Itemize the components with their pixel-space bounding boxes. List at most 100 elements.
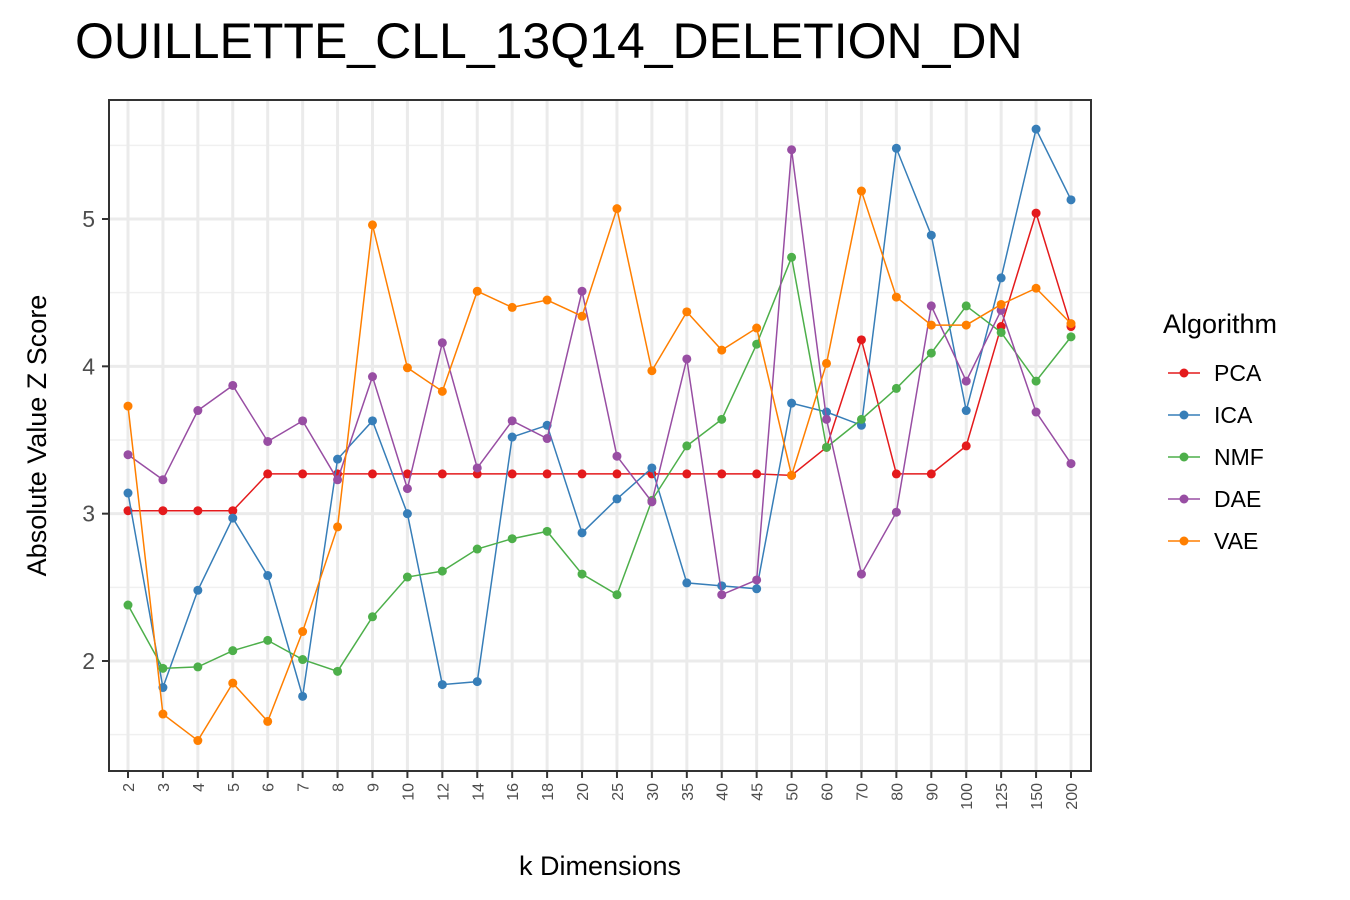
data-point-nmf bbox=[228, 646, 238, 656]
legend-label: ICA bbox=[1214, 402, 1253, 428]
legend-item-nmf: NMF bbox=[1168, 444, 1264, 470]
legend-label: NMF bbox=[1214, 444, 1264, 470]
data-point-vae bbox=[542, 295, 552, 305]
data-point-pca bbox=[507, 469, 517, 479]
data-point-ica bbox=[787, 398, 797, 408]
legend-item-vae: VAE bbox=[1168, 528, 1258, 554]
data-point-nmf bbox=[542, 526, 552, 536]
data-point-vae bbox=[437, 386, 447, 396]
x-tick-label: 200 bbox=[1064, 783, 1081, 810]
data-point-dae bbox=[263, 436, 273, 446]
x-tick-label: 45 bbox=[750, 783, 767, 801]
data-point-nmf bbox=[856, 414, 866, 424]
data-point-vae bbox=[822, 358, 832, 368]
data-point-dae bbox=[612, 451, 622, 461]
panel-background bbox=[109, 100, 1091, 771]
data-point-pca bbox=[263, 469, 273, 479]
data-point-ica bbox=[193, 585, 203, 595]
legend-label: VAE bbox=[1214, 528, 1258, 554]
x-tick-label: 2 bbox=[121, 783, 138, 792]
data-point-vae bbox=[507, 302, 517, 312]
x-tick-label: 70 bbox=[854, 783, 871, 801]
data-point-pca bbox=[926, 469, 936, 479]
x-axis-label: k Dimensions bbox=[519, 851, 681, 881]
data-point-vae bbox=[1031, 283, 1041, 293]
x-tick-label: 35 bbox=[680, 783, 697, 801]
x-tick-label: 14 bbox=[470, 783, 487, 801]
data-point-vae bbox=[1066, 319, 1076, 329]
data-point-dae bbox=[507, 416, 517, 426]
data-point-ica bbox=[577, 528, 587, 538]
data-point-nmf bbox=[1031, 376, 1041, 386]
x-tick-label: 50 bbox=[785, 783, 802, 801]
data-point-pca bbox=[437, 469, 447, 479]
data-point-ica bbox=[263, 571, 273, 581]
data-point-nmf bbox=[367, 612, 377, 622]
series-line-ica bbox=[127, 126, 1072, 697]
legend-key-point bbox=[1179, 368, 1189, 378]
data-point-vae bbox=[682, 307, 692, 317]
data-point-ica bbox=[228, 513, 238, 523]
data-point-pca bbox=[228, 506, 238, 516]
data-point-pca bbox=[891, 469, 901, 479]
x-tick-label: 9 bbox=[365, 783, 382, 792]
data-point-vae bbox=[961, 320, 971, 330]
data-point-ica bbox=[891, 143, 901, 153]
data-point-dae bbox=[437, 338, 447, 348]
data-point-vae bbox=[123, 401, 133, 411]
data-point-nmf bbox=[193, 662, 203, 672]
data-point-vae bbox=[263, 716, 273, 726]
data-point-vae bbox=[472, 286, 482, 296]
x-tick-label: 7 bbox=[296, 783, 313, 792]
data-point-nmf bbox=[787, 252, 797, 262]
x-tick-label: 60 bbox=[820, 783, 837, 801]
data-point-dae bbox=[752, 575, 762, 585]
data-point-ica bbox=[717, 581, 727, 591]
x-tick-label: 30 bbox=[645, 783, 662, 801]
series-dae bbox=[123, 145, 1076, 600]
data-point-ica bbox=[1031, 124, 1041, 134]
series-layer bbox=[123, 124, 1076, 746]
data-point-vae bbox=[333, 522, 343, 532]
legend: Algorithm PCA ICA NMF DAE VAE bbox=[1163, 309, 1277, 554]
data-point-nmf bbox=[682, 441, 692, 451]
grid bbox=[109, 100, 1091, 771]
data-point-pca bbox=[367, 469, 377, 479]
legend-key-point bbox=[1179, 536, 1189, 546]
series-line-pca bbox=[128, 210, 1072, 512]
data-point-vae bbox=[228, 678, 238, 688]
data-point-dae bbox=[1031, 407, 1041, 417]
x-tick-label: 8 bbox=[331, 783, 348, 792]
series-line-dae bbox=[127, 149, 1072, 596]
data-point-nmf bbox=[822, 442, 832, 452]
data-point-vae bbox=[891, 292, 901, 302]
data-point-ica bbox=[402, 509, 412, 519]
data-point-dae bbox=[787, 145, 797, 155]
data-point-dae bbox=[856, 569, 866, 579]
data-point-vae bbox=[856, 186, 866, 196]
data-point-dae bbox=[1066, 459, 1076, 469]
data-point-nmf bbox=[123, 600, 133, 610]
legend-title: Algorithm bbox=[1163, 309, 1277, 339]
x-tick-label: 6 bbox=[261, 783, 278, 792]
legend-item-ica: ICA bbox=[1168, 402, 1253, 428]
data-point-dae bbox=[682, 354, 692, 364]
data-point-ica bbox=[472, 677, 482, 687]
data-point-vae bbox=[612, 204, 622, 214]
data-point-dae bbox=[228, 380, 238, 390]
data-point-dae bbox=[298, 416, 308, 426]
data-point-nmf bbox=[437, 566, 447, 576]
panel-border bbox=[108, 99, 1092, 772]
data-point-pca bbox=[961, 441, 971, 451]
data-point-nmf bbox=[1066, 332, 1076, 342]
x-tick-label: 40 bbox=[715, 783, 732, 801]
data-point-vae bbox=[193, 736, 203, 746]
data-point-vae bbox=[367, 220, 377, 230]
data-point-pca bbox=[298, 469, 308, 479]
data-point-ica bbox=[437, 680, 447, 690]
data-point-ica bbox=[333, 454, 343, 464]
data-point-nmf bbox=[717, 414, 727, 424]
data-point-ica bbox=[298, 691, 308, 701]
legend-key-point bbox=[1179, 494, 1189, 504]
